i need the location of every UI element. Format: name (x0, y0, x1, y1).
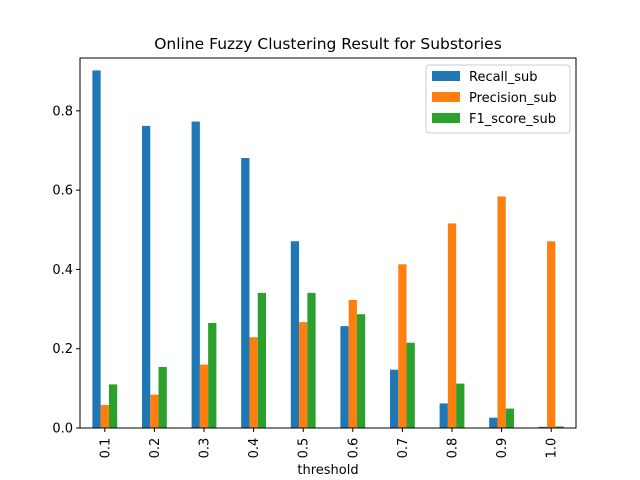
x-tick-label: 0.5 (297, 438, 312, 459)
bar-f1-score-sub-0-5 (307, 292, 316, 428)
x-axis-label: threshold (297, 463, 358, 478)
bar-recall-sub-0-5 (290, 241, 300, 428)
bar-f1-score-sub-1-0 (555, 426, 564, 428)
bar-recall-sub-0-3 (191, 121, 200, 429)
x-tick-label: 0.8 (446, 438, 461, 459)
bar-recall-sub-0-4 (241, 158, 250, 428)
bar-recall-sub-1-0 (538, 426, 548, 428)
bar-precision-sub-0-7 (398, 264, 407, 428)
legend-swatch-precision-sub (432, 92, 460, 102)
y-tick-label: 0.4 (52, 263, 73, 278)
bar-recall-sub-0-9 (489, 417, 498, 428)
bar-precision-sub-0-8 (447, 223, 457, 428)
y-axis: 0.0 0.2 0.4 0.6 0.8 (52, 104, 80, 437)
x-tick-label: 0.4 (247, 438, 262, 459)
bar-f1-score-sub-0-6 (356, 314, 366, 428)
bar-f1-score-sub-0-2 (158, 366, 167, 428)
x-tick-label: 0.1 (98, 438, 113, 459)
legend-label-f1-score-sub: F1_score_sub (469, 112, 556, 127)
bar-precision-sub-0-4 (249, 337, 258, 428)
plot-frame (79, 57, 577, 429)
legend-swatch-recall-sub (432, 71, 460, 81)
bar-precision-sub-0-3 (199, 364, 209, 428)
x-tick-label: 0.2 (148, 438, 163, 459)
legend-box (425, 64, 571, 134)
x-tick-label: 1.0 (545, 438, 560, 459)
y-tick-label: 0.6 (52, 184, 73, 199)
bars-group (92, 70, 564, 429)
legend-label-recall-sub: Recall_sub (469, 70, 538, 85)
bar-f1-score-sub-0-4 (257, 292, 267, 428)
bar-f1-score-sub-0-7 (406, 342, 415, 428)
chart-title: Online Fuzzy Clustering Result for Subst… (154, 35, 502, 53)
x-tick-label: 0.7 (396, 438, 411, 459)
bar-recall-sub-0-6 (340, 326, 349, 428)
bar-precision-sub-0-2 (150, 394, 159, 428)
x-tick-label: 0.3 (198, 438, 213, 459)
bar-precision-sub-0-1 (100, 405, 109, 428)
bar-recall-sub-0-8 (439, 403, 448, 428)
x-tick-label: 0.9 (495, 438, 510, 459)
bar-f1-score-sub-0-8 (456, 383, 465, 428)
legend-label-precision-sub: Precision_sub (469, 91, 557, 106)
y-tick-label: 0.2 (52, 342, 73, 357)
bar-recall-sub-0-1 (92, 70, 101, 428)
bar-precision-sub-0-6 (348, 299, 357, 428)
bar-recall-sub-0-7 (390, 369, 399, 428)
y-tick-label: 0.8 (52, 104, 73, 119)
bar-precision-sub-1-0 (547, 241, 556, 428)
bar-recall-sub-0-2 (142, 125, 151, 428)
bar-f1-score-sub-0-9 (505, 408, 515, 428)
legend: Recall_sub Precision_sub F1_score_sub (425, 64, 571, 134)
x-axis: 0.1 0.2 0.3 0.4 0.5 0.6 0.7 0.8 0.9 1.0 (98, 428, 560, 459)
bar-f1-score-sub-0-1 (108, 384, 118, 428)
x-tick-label: 0.6 (346, 438, 361, 459)
bar-precision-sub-0-5 (299, 322, 308, 428)
bar-precision-sub-0-9 (497, 196, 506, 428)
y-tick-label: 0.0 (52, 422, 73, 437)
bar-f1-score-sub-0-3 (208, 322, 217, 428)
legend-swatch-f1-score-sub (432, 113, 460, 123)
